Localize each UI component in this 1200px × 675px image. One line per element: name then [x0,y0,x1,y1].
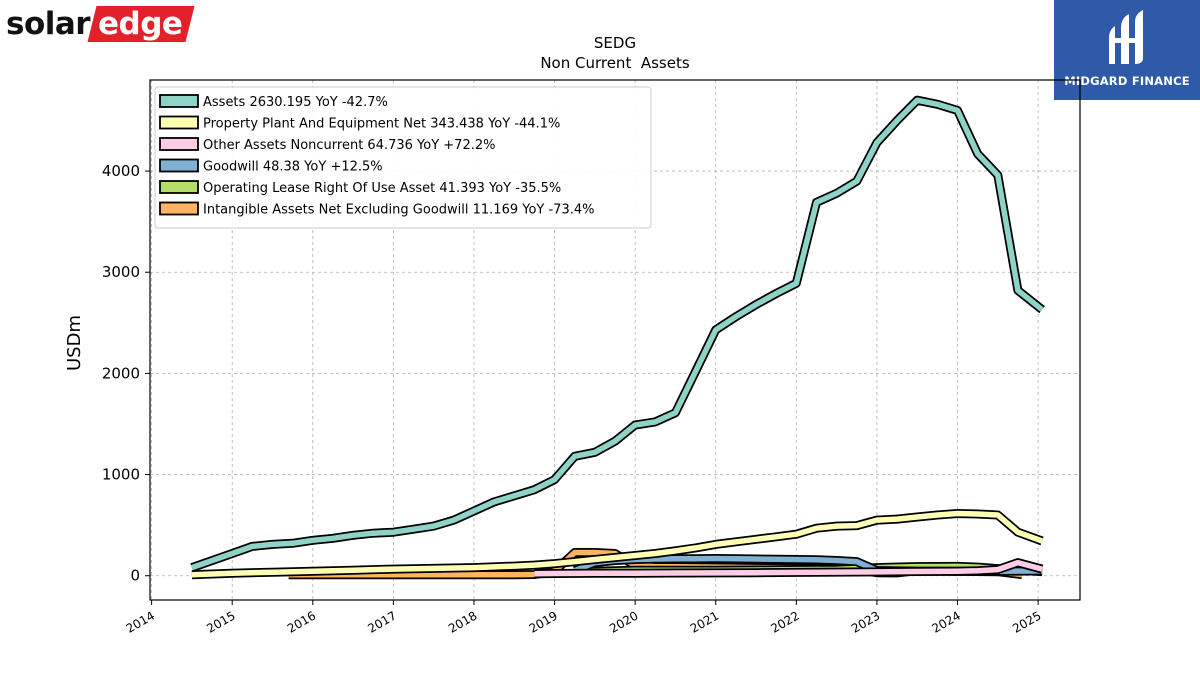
x-tick-label: 2023 [849,608,882,635]
plot-frame [149,79,1081,601]
chart-subtitle: Non Current Assets [540,54,690,72]
legend-swatch [159,115,199,130]
series-line [191,510,1044,578]
legend-label: Other Assets Noncurrent 64.736 YoY +72.2… [203,138,495,153]
legend-label: Operating Lease Right Of Use Asset 41.39… [203,181,561,196]
x-tick-label: 2014 [124,608,157,635]
y-tick-label: 3000 [102,263,140,281]
legend-swatch [159,158,199,173]
legend-label: Intangible Assets Net Excluding Goodwill… [203,203,594,218]
grid [150,80,1080,600]
x-tick-label: 2019 [527,608,560,635]
legend-swatch [159,94,199,108]
legend-swatch [159,180,199,194]
y-tick-label: 0 [130,567,140,585]
y-axis-label: USDm [64,315,85,371]
x-tick-label: 2017 [365,608,398,635]
x-tick-label: 2016 [285,608,318,635]
legend-box [154,86,652,229]
legend-label: Property Plant And Equipment Net 343.438… [203,117,560,132]
x-tick-label: 2020 [607,608,640,635]
series-line [534,559,1043,577]
chart-title: SEDG [594,34,636,52]
series-property-plant-and-equipment-net [191,509,1044,580]
x-tick-label: 2015 [204,608,237,635]
series-other-assets-noncurrent [534,558,1044,579]
y-tick-label: 1000 [102,466,140,484]
legend-label: Goodwill 48.38 YoY +12.5% [203,160,383,175]
legend-label: Assets 2630.195 YoY -42.7% [203,95,388,110]
x-tick-label: 2024 [930,608,963,635]
x-tick-label: 2025 [1010,608,1043,635]
series-line [190,97,1044,571]
x-tick-label: 2018 [446,608,479,635]
midgard-emblem-icon [1109,10,1143,64]
x-tick-label: 2021 [688,608,721,635]
legend-swatch [159,137,199,151]
midgard-finance-text: MIDGARD FINANCE [1064,74,1190,88]
legend-swatch [159,201,199,216]
y-tick-label: 2000 [102,364,140,382]
legend: Assets 2630.195 YoY -42.7% Property Plant… [154,86,652,229]
midgard-finance-logo: MIDGARD FINANCE [1054,0,1200,100]
solaredge-logo-text: solar [6,6,91,42]
series-layer [190,95,1045,580]
solaredge-logo: solar edge [6,4,196,44]
x-tick-label: 2022 [768,608,801,635]
y-tick-label: 4000 [102,162,140,180]
series-assets [190,95,1045,572]
